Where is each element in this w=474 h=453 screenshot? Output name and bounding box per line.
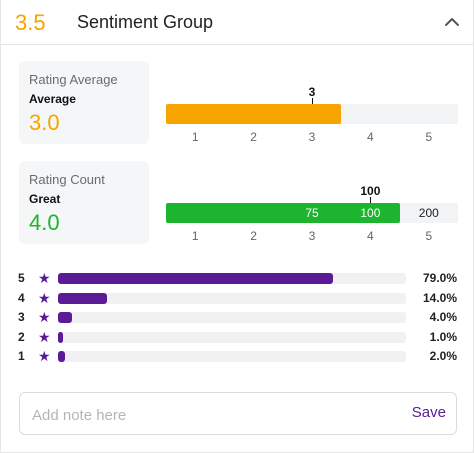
star-count-label: 3 bbox=[18, 310, 25, 324]
note-input-container: Save bbox=[19, 392, 457, 435]
star-icon: ★ bbox=[38, 309, 51, 325]
scale-fill bbox=[166, 104, 341, 124]
rating-count-box: Rating Count Great 4.0 bbox=[19, 161, 149, 244]
note-input[interactable] bbox=[30, 401, 404, 429]
scale-marker-tick bbox=[312, 98, 313, 104]
star-count-label: 4 bbox=[18, 291, 25, 305]
distribution-row: 2 ★ 1.0% bbox=[1, 330, 474, 346]
rating-average-box: Rating Average Average 3.0 bbox=[19, 61, 149, 144]
distribution-row: 1 ★ 2.0% bbox=[1, 349, 474, 365]
card-header[interactable]: 3.5 Sentiment Group bbox=[1, 0, 473, 45]
rating-count-label: Rating Count bbox=[29, 172, 105, 187]
scale-tick: 2 bbox=[250, 130, 257, 144]
scale-tick: 1 bbox=[192, 130, 199, 144]
distribution-bar-fill bbox=[58, 273, 333, 284]
group-title: Sentiment Group bbox=[77, 12, 213, 33]
scale-tick: 4 bbox=[367, 229, 374, 243]
star-count-label: 2 bbox=[18, 330, 25, 344]
rating-count-sub: Great bbox=[29, 192, 60, 206]
star-count-label: 5 bbox=[18, 271, 25, 285]
star-icon: ★ bbox=[38, 290, 51, 306]
distribution-percent: 14.0% bbox=[423, 291, 457, 305]
distribution-bar-track bbox=[58, 332, 406, 343]
distribution-percent: 2.0% bbox=[430, 349, 457, 363]
distribution-bar-fill bbox=[58, 351, 65, 362]
scale-tick: 4 bbox=[367, 130, 374, 144]
rating-average-label: Rating Average bbox=[29, 72, 118, 87]
chevron-up-icon[interactable] bbox=[443, 13, 461, 31]
distribution-bar-fill bbox=[58, 312, 72, 323]
scale-tick: 3 bbox=[309, 130, 316, 144]
in-bar-label: 200 bbox=[419, 206, 439, 220]
distribution-bar-track bbox=[58, 312, 406, 323]
scale-marker-label: 100 bbox=[360, 184, 380, 198]
scale-tick: 3 bbox=[309, 229, 316, 243]
distribution-row: 3 ★ 4.0% bbox=[1, 310, 474, 326]
star-icon: ★ bbox=[38, 348, 51, 364]
distribution-row: 5 ★ 79.0% bbox=[1, 271, 474, 287]
distribution-bar-track bbox=[58, 273, 406, 284]
distribution-bar-fill bbox=[58, 293, 107, 304]
scale-tick: 5 bbox=[425, 229, 432, 243]
distribution-bar-fill bbox=[58, 332, 63, 343]
distribution-bar-track bbox=[58, 351, 406, 362]
star-count-label: 1 bbox=[18, 349, 25, 363]
distribution-percent: 79.0% bbox=[423, 271, 457, 285]
scale-marker-label: 3 bbox=[309, 85, 316, 99]
distribution-row: 4 ★ 14.0% bbox=[1, 291, 474, 307]
star-icon: ★ bbox=[38, 329, 51, 345]
distribution-percent: 1.0% bbox=[430, 330, 457, 344]
rating-count-value: 4.0 bbox=[29, 210, 60, 236]
rating-average-sub: Average bbox=[29, 92, 76, 106]
star-icon: ★ bbox=[38, 270, 51, 286]
scale-marker-tick bbox=[370, 197, 371, 203]
group-score: 3.5 bbox=[15, 10, 46, 36]
in-bar-label: 75 bbox=[305, 206, 318, 220]
rating-average-value: 3.0 bbox=[29, 110, 60, 136]
scale-tick: 2 bbox=[250, 229, 257, 243]
scale-tick: 1 bbox=[192, 229, 199, 243]
in-bar-label: 100 bbox=[360, 206, 380, 220]
save-button[interactable]: Save bbox=[412, 404, 446, 421]
distribution-percent: 4.0% bbox=[430, 310, 457, 324]
distribution-bar-track bbox=[58, 293, 406, 304]
scale-tick: 5 bbox=[425, 130, 432, 144]
